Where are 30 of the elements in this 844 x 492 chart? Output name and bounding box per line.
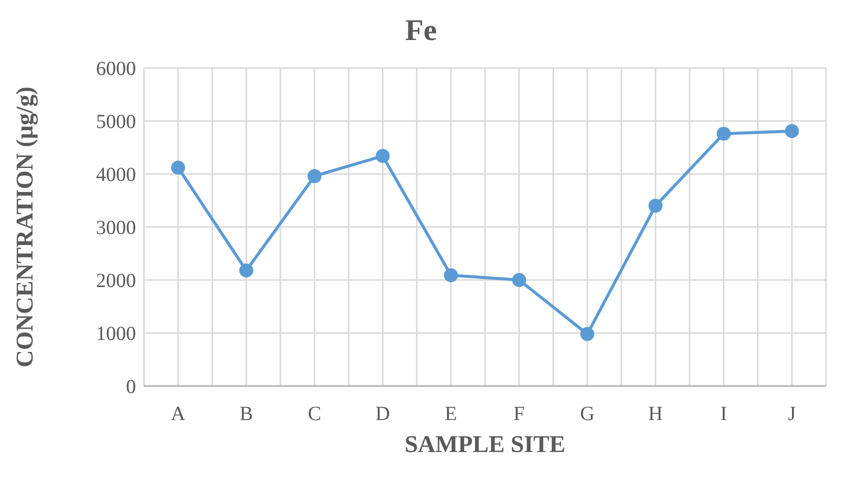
x-tick-label: D <box>375 403 390 426</box>
y-tick-label: 4000 <box>96 164 136 186</box>
point <box>580 327 594 342</box>
point <box>716 126 731 141</box>
point <box>376 148 390 163</box>
point <box>444 268 458 282</box>
x-tick-label: F <box>514 403 525 426</box>
x-tick-label: J <box>788 403 796 426</box>
point <box>171 160 186 175</box>
x-tick-label: C <box>308 403 322 426</box>
point <box>784 124 799 138</box>
y-axis-title: CONCENTRATION (µg/g) <box>12 86 39 368</box>
point <box>308 169 322 184</box>
y-tick-label: 6000 <box>96 58 136 80</box>
y-tick-label: 5000 <box>96 111 136 134</box>
x-tick-label: E <box>444 403 458 426</box>
x-tick-label: I <box>720 403 728 426</box>
x-tick-label: G <box>580 403 595 426</box>
point <box>239 263 254 278</box>
y-tick-label: 3000 <box>96 217 136 240</box>
x-tick-label: B <box>240 403 253 426</box>
point <box>648 198 662 213</box>
y-tick-label: 0 <box>126 376 136 398</box>
chart-title: Fe <box>404 14 438 48</box>
y-tick-label: 2000 <box>96 270 136 292</box>
x-axis-title: SAMPLE SITE <box>404 432 566 458</box>
x-tick-label: H <box>648 403 663 426</box>
x-tick-label: A <box>170 403 186 426</box>
point <box>512 273 526 287</box>
y-tick-label: 1000 <box>96 323 136 346</box>
